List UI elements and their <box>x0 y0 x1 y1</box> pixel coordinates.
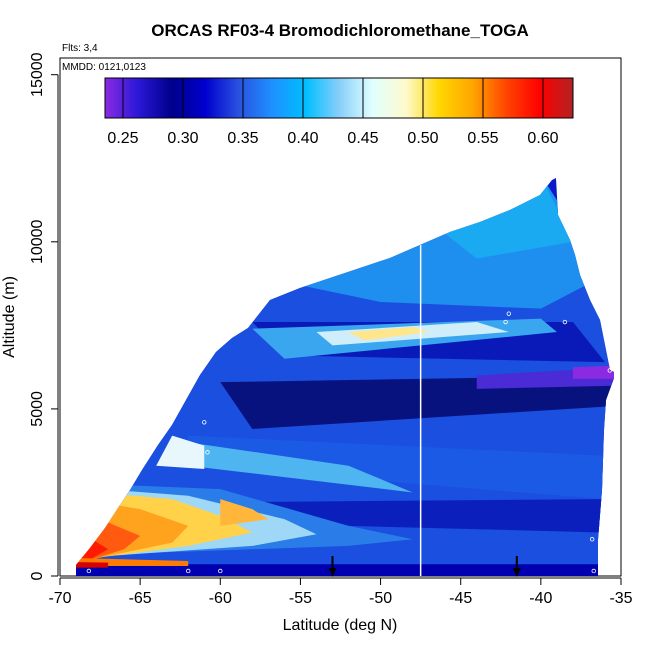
y-tick-label: 5000 <box>29 391 46 427</box>
x-tick-label: -40 <box>529 590 552 607</box>
y-axis: 0 5000 10000 15000 <box>29 52 59 580</box>
x-tick-label: -60 <box>209 590 232 607</box>
x-axis-label: Latitude (deg N) <box>283 617 398 634</box>
x-tick-label: -70 <box>48 590 71 607</box>
colorbar-tick-label: 0.60 <box>527 130 558 147</box>
sample-points <box>86 311 612 574</box>
arrow-marker <box>512 556 521 577</box>
colorbar-tick-label: 0.30 <box>167 130 198 147</box>
y-tick-label: 0 <box>29 571 46 580</box>
sample-point <box>186 568 191 574</box>
field-band-surface-red <box>76 561 109 568</box>
field-band-lower-light <box>188 442 413 493</box>
arrow-marker <box>328 556 337 577</box>
sample-point <box>589 537 595 542</box>
dates-note: MMDD: 0121,0123 <box>62 62 146 73</box>
field-band-mid-yellow <box>348 327 429 341</box>
chart-title: ORCAS RF03-4 Bromodichloromethane_TOGA <box>151 21 529 40</box>
sample-point <box>503 319 508 325</box>
colorbar-tick-label: 0.35 <box>227 130 258 147</box>
flights-note: Flts: 3,4 <box>62 43 98 54</box>
colorbar-bar <box>104 77 574 119</box>
x-tick-label: -45 <box>449 590 472 607</box>
field-band-lower-mid <box>188 435 605 500</box>
x-axis: -70 -65 -60 -55 -50 -45 -40 -35 <box>48 577 633 607</box>
colorbar-tick-label: 0.40 <box>287 130 318 147</box>
sample-point <box>86 568 92 574</box>
colorbar-tick-label: 0.25 <box>107 130 138 147</box>
colorbar-tick-label: 0.55 <box>467 130 498 147</box>
x-tick-label: -65 <box>129 590 152 607</box>
sample-point <box>202 420 207 425</box>
field-band-violet-edge <box>572 365 614 379</box>
y-axis-label: Altitude (m) <box>1 276 18 358</box>
colorbar: 0.25 0.30 0.35 0.40 0.45 0.50 0.55 0.60 <box>104 77 574 147</box>
colorbar-tick-label: 0.50 <box>407 130 438 147</box>
y-tick-label: 15000 <box>29 52 46 97</box>
sample-point <box>562 319 568 325</box>
sample-point <box>218 568 223 574</box>
field-bands <box>76 178 614 576</box>
sample-point <box>506 311 511 316</box>
y-tick-label: 10000 <box>29 219 46 264</box>
arrow-markers <box>328 556 521 577</box>
x-tick-label: -50 <box>369 590 392 607</box>
sample-point <box>591 568 596 574</box>
field-band-bl-warm-tip <box>220 499 269 526</box>
field-band-edge-pale <box>156 435 205 470</box>
x-tick-label: -55 <box>289 590 312 607</box>
sample-point <box>607 368 612 373</box>
x-tick-label: -35 <box>609 590 632 607</box>
colorbar-tick-label: 0.45 <box>347 130 378 147</box>
sample-point <box>205 450 210 455</box>
field-band-surface <box>76 564 614 576</box>
